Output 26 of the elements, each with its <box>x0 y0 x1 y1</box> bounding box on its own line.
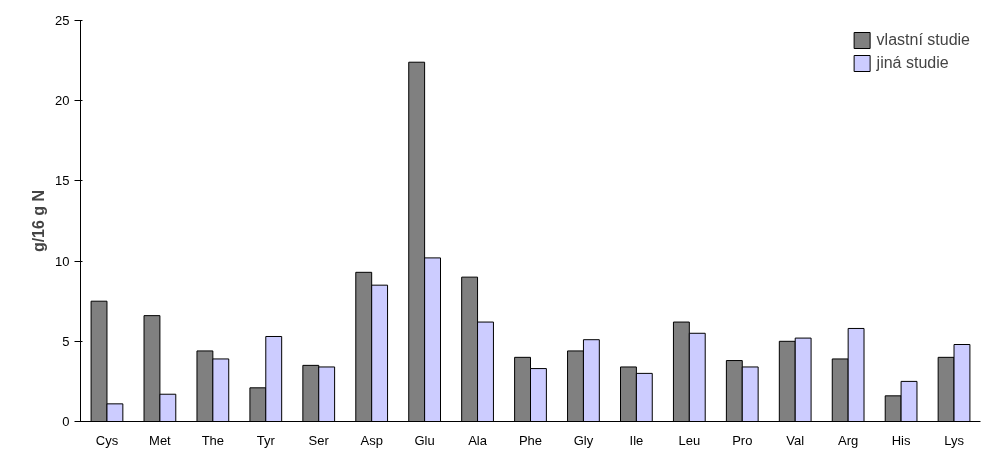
x-tick-label: Ala <box>468 432 488 448</box>
x-tick-label: Ser <box>308 432 330 448</box>
x-tick-label: Lys <box>944 432 965 448</box>
x-tick-label: Met <box>149 432 172 448</box>
legend-label: jiná studie <box>876 54 949 72</box>
x-tick-label: Phe <box>518 432 543 448</box>
x-tick-label: His <box>891 432 911 448</box>
y-tick-label: 0 <box>62 414 70 429</box>
y-axis-title: g/16 g N <box>30 189 48 253</box>
x-tick-label: Pro <box>732 432 753 448</box>
x-tick-label: Cys <box>95 432 119 448</box>
x-tick-label: Leu <box>678 432 701 448</box>
y-tick-label: 15 <box>55 173 70 189</box>
y-tick-label: 20 <box>55 93 70 109</box>
y-tick-label: 25 <box>55 13 70 28</box>
x-tick-label: Val <box>786 432 805 448</box>
y-tick-label: 10 <box>55 253 70 269</box>
x-tick-label: Tyr <box>256 432 276 448</box>
x-tick-label: Glu <box>414 432 435 448</box>
y-tick-label: 5 <box>62 333 70 349</box>
x-tick-label: The <box>201 432 225 448</box>
x-tick-label: Ile <box>629 432 644 448</box>
x-tick-label: Asp <box>360 432 383 448</box>
x-tick-label: Gly <box>573 432 594 448</box>
x-tick-label: Arg <box>838 432 859 448</box>
legend-label: vlastní studie <box>876 31 970 49</box>
